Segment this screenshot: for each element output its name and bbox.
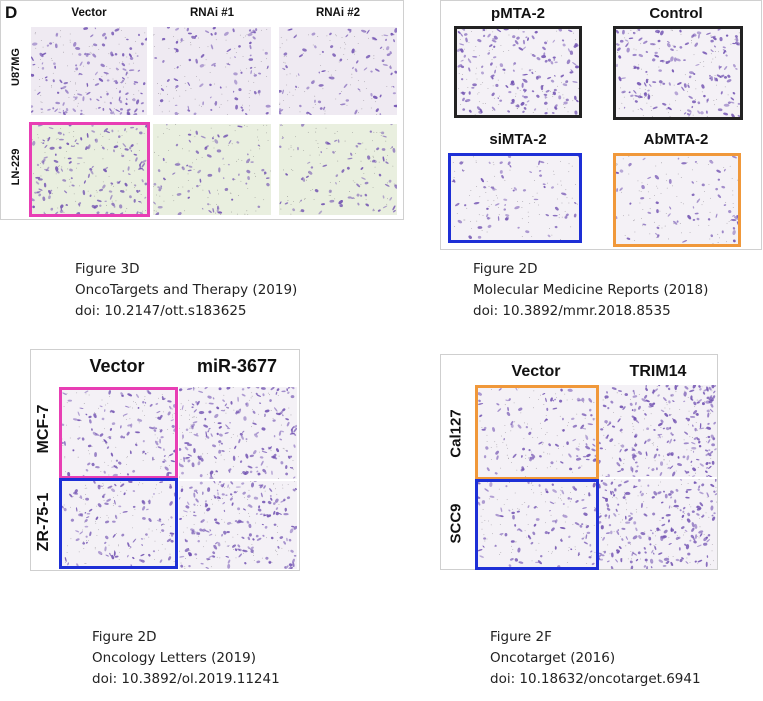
caption-journal: Oncotarget (2016) (490, 650, 616, 666)
micrograph (153, 124, 271, 215)
micrograph (599, 385, 717, 477)
caption-doi: doi: 10.18632/oncotarget.6941 (490, 671, 701, 687)
caption-doi: doi: 10.3892/ol.2019.11241 (92, 671, 280, 687)
figure-panel-2d-ol: Vector miR-3677 MCF-7 ZR-75-1 (30, 349, 300, 571)
caption-figure-label: Figure 2D (92, 629, 157, 645)
column-header-rnai-1: RNAi #1 (189, 7, 235, 19)
label-control: Control (649, 5, 703, 22)
row-label-u87mg: U87MG (10, 48, 22, 86)
caption-figure-2d-mmr: Figure 2D Molecular Medicine Reports (20… (473, 259, 708, 322)
caption-journal: Molecular Medicine Reports (2018) (473, 282, 709, 298)
row-label-mcf7: MCF-7 (35, 404, 52, 454)
micrograph-highlighted (475, 479, 599, 570)
micrograph-highlighted (29, 122, 150, 217)
micrograph-highlighted (59, 478, 178, 569)
micrograph (153, 27, 271, 115)
caption-doi: doi: 10.2147/ott.s183625 (75, 303, 247, 319)
micrograph-highlighted (475, 385, 599, 480)
micrograph (454, 26, 582, 118)
column-header-vector: Vector (89, 356, 145, 376)
caption-figure-label: Figure 3D (75, 261, 140, 277)
row-label-scc9: SCC9 (447, 503, 465, 544)
caption-journal: OncoTargets and Therapy (2019) (75, 282, 298, 298)
micrograph (279, 124, 397, 215)
micrograph (599, 479, 717, 569)
column-header-mir3677: miR-3677 (196, 356, 278, 376)
caption-figure-3d: Figure 3D OncoTargets and Therapy (2019)… (75, 259, 297, 322)
micrograph-highlighted (613, 153, 741, 247)
row-label-zr751: ZR-75-1 (35, 492, 52, 552)
row-label-ln229: LN-229 (10, 148, 22, 186)
micrograph-highlighted (59, 387, 178, 479)
figure-panel-2d-mmr: pMTA-2 Control siMTA-2 AbMTA-2 (440, 0, 762, 250)
micrograph (279, 27, 397, 115)
column-header-trim14: TRIM14 (629, 363, 687, 380)
label-pmta2: pMTA-2 (491, 5, 545, 22)
column-header-vector: Vector (511, 363, 561, 380)
column-header-rnai-2: RNAi #2 (315, 7, 361, 19)
caption-figure-label: Figure 2D (473, 261, 538, 277)
column-header-vector: Vector (71, 7, 107, 19)
caption-figure-2f: Figure 2F Oncotarget (2016) doi: 10.1863… (490, 627, 701, 690)
label-simta2: siMTA-2 (489, 131, 547, 148)
row-label-cal127: Cal127 (447, 409, 465, 458)
micrograph (31, 27, 147, 115)
panel-letter: D (5, 3, 18, 22)
caption-journal: Oncology Letters (2019) (92, 650, 256, 666)
caption-doi: doi: 10.3892/mmr.2018.8535 (473, 303, 671, 319)
micrograph (179, 481, 297, 569)
caption-figure-2d-ol: Figure 2D Oncology Letters (2019) doi: 1… (92, 627, 280, 690)
caption-figure-label: Figure 2F (490, 629, 552, 645)
micrograph (179, 387, 297, 479)
figure-panel-2f: Vector TRIM14 Cal127 SCC9 (440, 354, 718, 570)
micrograph-highlighted (448, 153, 582, 243)
label-abmta2: AbMTA-2 (643, 131, 709, 148)
micrograph (613, 26, 743, 120)
figure-panel-3d: D Vector RNAi #1 RNAi #2 U87MG LN-229 (0, 0, 404, 220)
